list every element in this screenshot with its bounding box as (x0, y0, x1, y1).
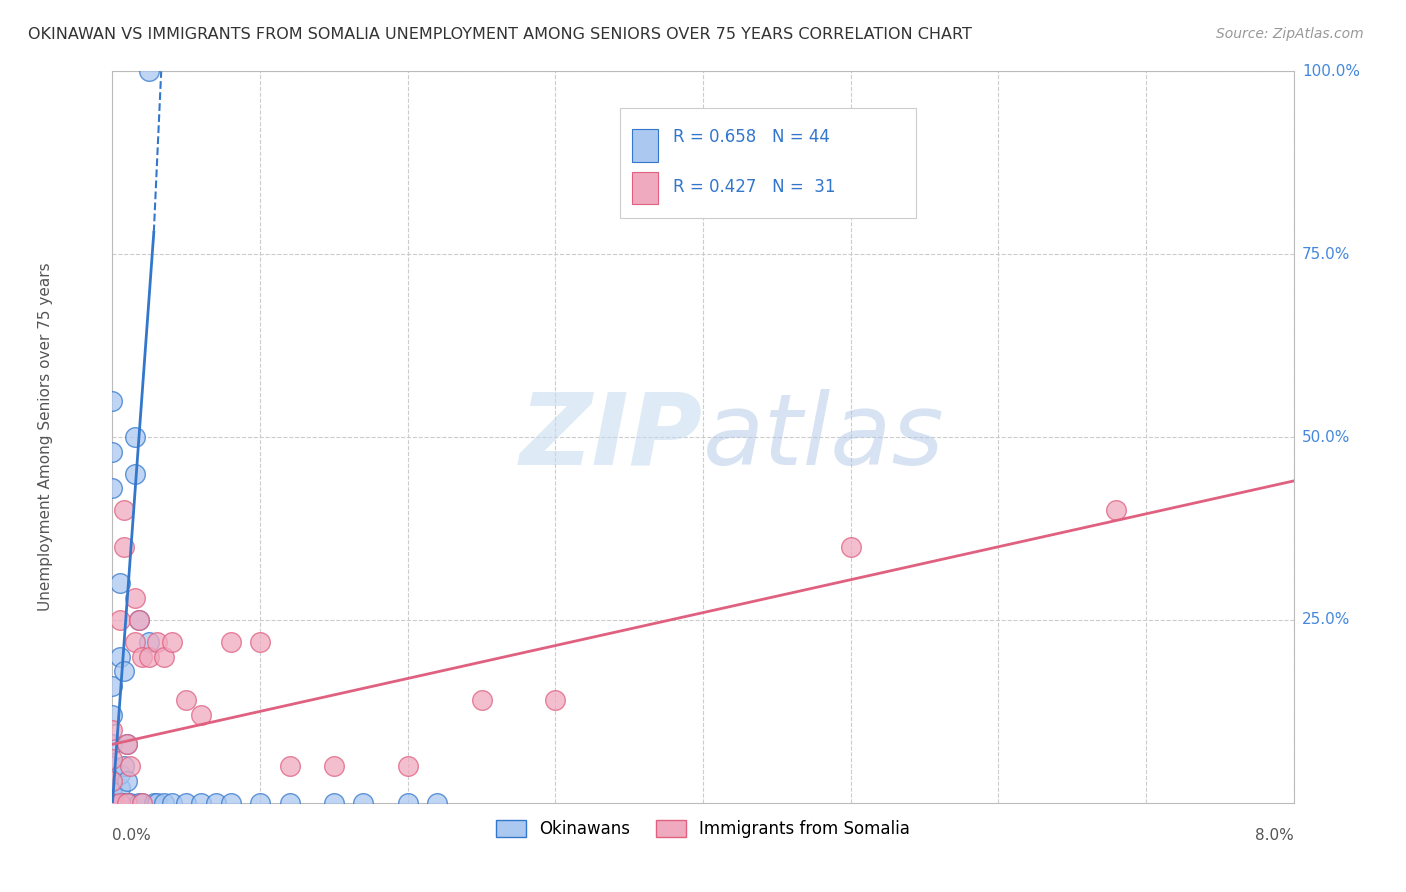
Text: Source: ZipAtlas.com: Source: ZipAtlas.com (1216, 27, 1364, 41)
Point (124, 430, 146, 444)
Point (219, 796, 242, 810)
Point (101, 708, 124, 723)
Point (153, 649, 176, 664)
Point (278, 759, 301, 773)
Text: atlas: atlas (703, 389, 945, 485)
Point (101, 723, 124, 737)
Point (1105, 503, 1128, 517)
Text: OKINAWAN VS IMMIGRANTS FROM SOMALIA UNEMPLOYMENT AMONG SENIORS OVER 75 YEARS COR: OKINAWAN VS IMMIGRANTS FROM SOMALIA UNEM… (28, 27, 972, 42)
Point (153, 796, 176, 810)
Point (112, 503, 135, 517)
Point (219, 635, 242, 649)
Point (138, 64, 160, 78)
Point (101, 789, 124, 803)
Point (108, 796, 131, 810)
Text: 8.0%: 8.0% (1254, 828, 1294, 843)
Point (470, 693, 494, 707)
Point (112, 796, 135, 810)
Text: R = 0.658   N = 44: R = 0.658 N = 44 (673, 128, 831, 146)
Text: 100.0%: 100.0% (1302, 64, 1360, 78)
Point (101, 752, 124, 766)
Point (112, 540, 135, 554)
Point (249, 635, 271, 649)
Point (138, 649, 160, 664)
Point (117, 773, 138, 788)
Point (117, 796, 138, 810)
Point (131, 796, 153, 810)
Point (249, 796, 271, 810)
Text: 0.0%: 0.0% (112, 828, 152, 843)
Point (160, 796, 183, 810)
Point (120, 759, 142, 773)
Point (396, 759, 419, 773)
Point (112, 664, 135, 678)
Point (124, 467, 146, 481)
Point (108, 796, 131, 810)
FancyBboxPatch shape (633, 171, 658, 204)
Point (128, 613, 150, 627)
Point (174, 796, 197, 810)
Point (101, 773, 124, 788)
Point (101, 481, 124, 495)
Text: Unemployment Among Seniors over 75 years: Unemployment Among Seniors over 75 years (38, 263, 53, 611)
Text: 75.0%: 75.0% (1302, 247, 1350, 261)
Point (131, 649, 153, 664)
Point (108, 613, 131, 627)
Point (174, 693, 197, 707)
Text: ZIP: ZIP (520, 389, 703, 485)
Point (190, 796, 212, 810)
Point (108, 766, 131, 780)
Point (205, 796, 228, 810)
Legend: Okinawans, Immigrants from Somalia: Okinawans, Immigrants from Somalia (496, 820, 910, 838)
Point (117, 737, 138, 751)
Point (131, 796, 153, 810)
Point (190, 708, 212, 723)
Point (142, 796, 165, 810)
Point (101, 773, 124, 788)
Point (101, 444, 124, 458)
Point (108, 781, 131, 796)
FancyBboxPatch shape (633, 129, 658, 162)
Point (128, 796, 150, 810)
Text: 50.0%: 50.0% (1302, 430, 1350, 444)
Point (108, 649, 131, 664)
Point (146, 796, 169, 810)
Point (323, 796, 346, 810)
Point (544, 693, 567, 707)
Point (146, 635, 169, 649)
FancyBboxPatch shape (620, 108, 915, 218)
Point (117, 796, 138, 810)
Point (124, 591, 146, 605)
Point (101, 781, 124, 796)
Point (101, 796, 124, 810)
Point (352, 796, 374, 810)
Point (101, 759, 124, 773)
Point (108, 576, 131, 591)
Point (101, 737, 124, 751)
Point (278, 796, 301, 810)
Point (396, 796, 419, 810)
Point (160, 635, 183, 649)
Point (101, 393, 124, 408)
Point (124, 635, 146, 649)
Point (112, 759, 135, 773)
Text: R = 0.427   N =  31: R = 0.427 N = 31 (673, 178, 837, 196)
Point (323, 759, 346, 773)
Point (426, 796, 449, 810)
Point (138, 635, 160, 649)
Point (128, 613, 150, 627)
Text: 25.0%: 25.0% (1302, 613, 1350, 627)
Point (101, 679, 124, 693)
Point (101, 796, 124, 810)
Point (839, 540, 862, 554)
Point (117, 737, 138, 751)
Point (120, 796, 142, 810)
